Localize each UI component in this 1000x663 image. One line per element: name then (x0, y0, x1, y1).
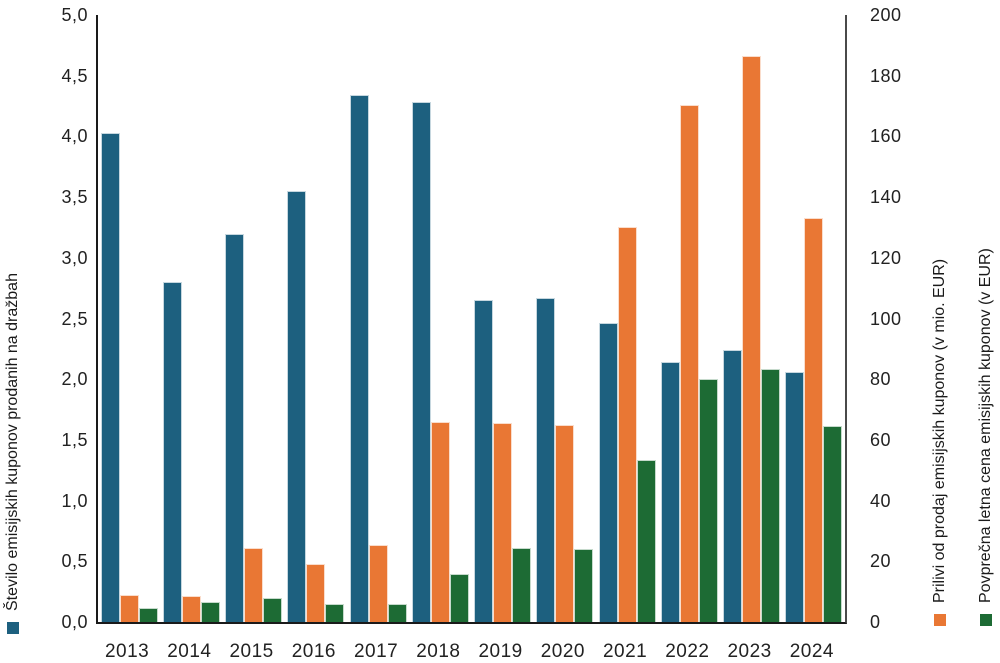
x-label-2017: 2017 (353, 641, 399, 662)
bar-povprecna-cena-2021 (636, 459, 656, 622)
y-tick-right-80: 80 (870, 369, 892, 390)
y-tick-right-40: 40 (870, 490, 892, 511)
bar-povprecna-cena-2015 (263, 597, 283, 622)
right-axis-title-prilivi: Prilivi od prodaj emisijskih kuponov (v … (931, 259, 949, 626)
bar-prilivi-2016 (306, 564, 326, 622)
bar-prilivi-2022 (679, 104, 699, 622)
x-label-2023: 2023 (727, 641, 772, 662)
bar-prilivi-2020 (555, 424, 575, 622)
y-tick-right-0: 0 (870, 612, 881, 632)
y-tick-left-3,0: 3,0 (61, 247, 88, 268)
bar-stevilo-kuponov-2023 (723, 350, 743, 622)
bar-povprecna-cena-2024 (823, 426, 843, 622)
y-tick-left-2,0: 2,0 (61, 369, 88, 390)
y-tick-left-4,5: 4,5 (61, 65, 88, 86)
y-tick-right-160: 160 (870, 126, 902, 147)
bar-povprecna-cena-2016 (325, 603, 345, 622)
y-tick-right-20: 20 (870, 551, 892, 572)
y-tick-left-0,5: 0,5 (61, 551, 88, 572)
bar-prilivi-2017 (368, 544, 388, 622)
y-tick-left-1,0: 1,0 (61, 490, 88, 511)
bar-povprecna-cena-2013 (138, 607, 158, 622)
bar-stevilo-kuponov-2024 (785, 371, 805, 622)
bar-povprecna-cena-2019 (512, 547, 532, 622)
bar-stevilo-kuponov-2015 (225, 233, 245, 622)
y-tick-left-0,0: 0,0 (61, 612, 88, 632)
legend-swatch-orange-icon (934, 614, 946, 626)
bar-stevilo-kuponov-2013 (100, 132, 120, 622)
right-axis-title-cena: Povprečna letna cena emisijskih kuponov … (977, 248, 995, 626)
left-axis-title: Število emisijskih kuponov prodanih na d… (4, 273, 22, 634)
bar-stevilo-kuponov-2019 (474, 300, 494, 622)
y-tick-left-5,0: 5,0 (61, 5, 88, 25)
x-label-2015: 2015 (229, 641, 274, 662)
bar-stevilo-kuponov-2018 (411, 102, 431, 622)
bar-stevilo-kuponov-2022 (660, 362, 680, 622)
bar-povprecna-cena-2023 (761, 368, 781, 622)
bar-prilivi-2024 (804, 218, 824, 622)
bar-povprecna-cena-2014 (200, 602, 220, 622)
left-axis-title-text: Število emisijskih kuponov prodanih na d… (4, 273, 21, 611)
x-label-2022: 2022 (665, 641, 710, 662)
x-label-2021: 2021 (602, 641, 648, 662)
bar-povprecna-cena-2018 (449, 574, 469, 622)
y-tick-right-100: 100 (870, 308, 902, 329)
y-tick-right-60: 60 (870, 429, 892, 450)
bar-prilivi-2021 (617, 227, 637, 622)
bar-stevilo-kuponov-2021 (598, 323, 618, 622)
bar-povprecna-cena-2020 (574, 549, 594, 622)
bar-prilivi-2014 (181, 596, 201, 622)
bar-stevilo-kuponov-2016 (287, 191, 307, 622)
bar-povprecna-cena-2022 (698, 379, 718, 622)
x-label-2019: 2019 (478, 641, 523, 662)
y-tick-left-1,5: 1,5 (61, 429, 88, 450)
y-tick-right-120: 120 (870, 247, 902, 268)
y-tick-right-180: 180 (870, 65, 902, 86)
y-tick-right-200: 200 (870, 5, 902, 25)
plot-area (96, 15, 847, 624)
bar-stevilo-kuponov-2014 (162, 282, 182, 622)
y-tick-right-140: 140 (870, 187, 902, 208)
right-axis-title-prilivi-text: Prilivi od prodaj emisijskih kuponov (v … (931, 258, 948, 603)
bar-prilivi-2013 (119, 594, 139, 622)
bar-prilivi-2018 (430, 421, 450, 622)
legend-swatch-blue-icon (7, 622, 19, 634)
x-label-2018: 2018 (416, 641, 461, 662)
bar-prilivi-2023 (742, 55, 762, 622)
x-label-2024: 2024 (789, 641, 835, 662)
x-label-2014: 2014 (167, 641, 212, 662)
y-tick-left-3,5: 3,5 (61, 187, 88, 208)
bar-stevilo-kuponov-2017 (349, 95, 369, 622)
bar-prilivi-2015 (244, 547, 264, 622)
y-tick-left-2,5: 2,5 (61, 308, 88, 329)
bar-povprecna-cena-2017 (387, 603, 407, 622)
x-label-2020: 2020 (540, 641, 586, 662)
right-axis-title-cena-text: Povprečna letna cena emisijskih kuponov … (977, 248, 994, 603)
bar-prilivi-2019 (493, 423, 513, 622)
bar-stevilo-kuponov-2020 (536, 297, 556, 622)
y-tick-left-4,0: 4,0 (61, 126, 88, 147)
x-label-2016: 2016 (291, 641, 337, 662)
legend-swatch-green-icon (980, 614, 992, 626)
x-label-2013: 2013 (104, 641, 150, 662)
